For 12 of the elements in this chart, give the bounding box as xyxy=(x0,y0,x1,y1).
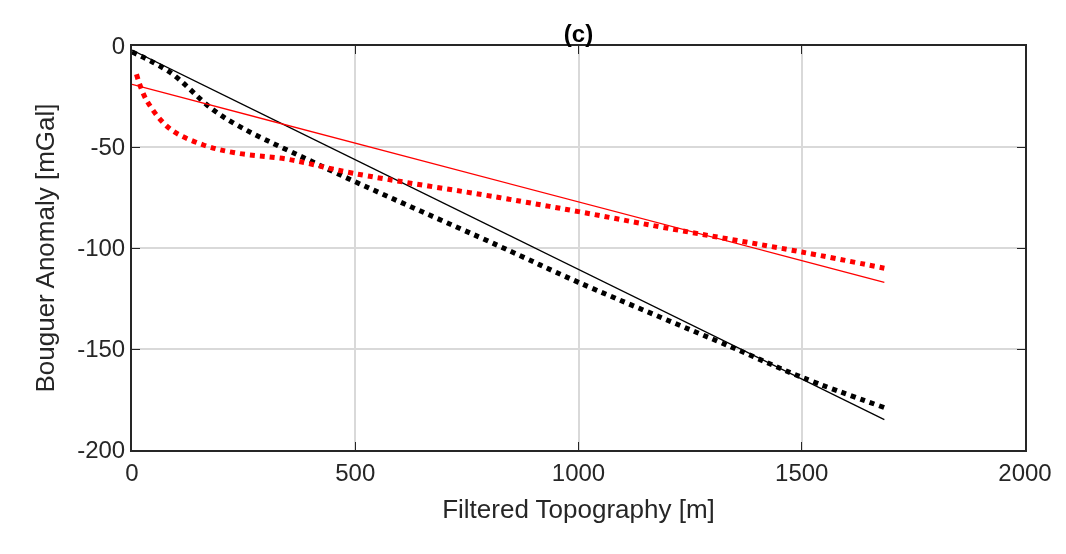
x-axis-title: Filtered Topography [m] xyxy=(442,494,715,524)
y-tick-label: -100 xyxy=(77,234,126,262)
x-tick-label: 1500 xyxy=(775,458,829,486)
chart-title: (c) xyxy=(563,20,594,47)
y-tick-label: -200 xyxy=(77,436,126,464)
y-tick-label: 0 xyxy=(111,32,126,60)
x-tick-label: 500 xyxy=(335,458,376,486)
x-tick-label: 1000 xyxy=(551,458,606,486)
y-tick-label: -150 xyxy=(77,335,126,363)
y-axis-title: Bouguer Anomaly [mGal] xyxy=(30,103,61,393)
x-tick-label: 2000 xyxy=(998,458,1052,486)
y-tick-label: -50 xyxy=(90,133,126,161)
